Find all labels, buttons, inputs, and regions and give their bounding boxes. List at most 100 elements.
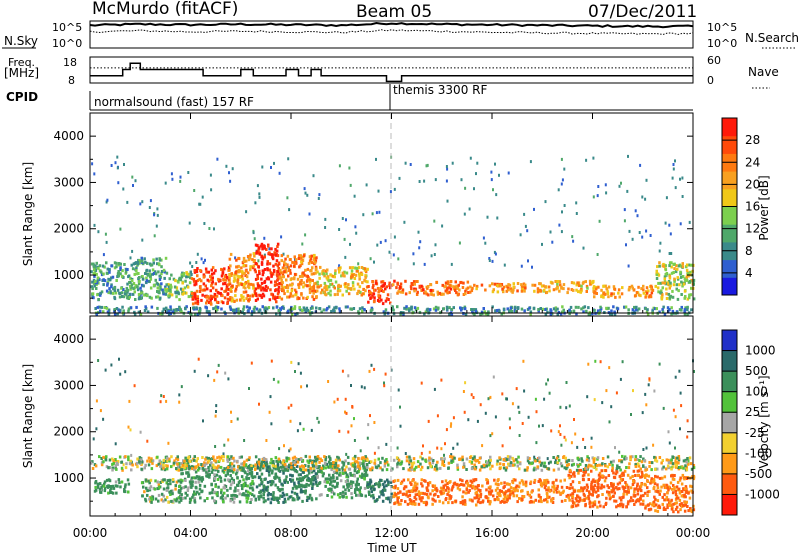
band-cell	[686, 305, 689, 309]
band-cell	[637, 293, 641, 297]
band-cell	[207, 469, 211, 473]
band-cell	[493, 478, 496, 482]
band-cell	[408, 490, 412, 494]
band-cell	[122, 288, 125, 291]
scatter-cell	[268, 410, 271, 414]
band-cell	[127, 274, 131, 278]
band-cell	[656, 509, 660, 513]
band-cell	[227, 266, 231, 270]
band-cell	[676, 277, 680, 281]
band-cell	[113, 289, 116, 293]
band-cell	[680, 280, 683, 284]
band-cell	[551, 481, 555, 485]
scatter-cell	[102, 417, 105, 421]
band-cell	[145, 268, 149, 272]
band-cell	[245, 477, 248, 481]
band-cell	[276, 245, 279, 249]
band-cell	[240, 484, 243, 487]
band-cell	[529, 310, 533, 314]
band-cell	[179, 287, 183, 291]
band-cell	[338, 309, 342, 313]
band-cell	[226, 468, 230, 472]
band-cell	[427, 496, 430, 500]
band-cell	[329, 278, 333, 282]
band-cell	[418, 310, 422, 314]
band-cell	[447, 501, 450, 505]
band-cell	[475, 503, 478, 507]
band-cell	[441, 487, 445, 491]
band-cell	[412, 280, 416, 284]
band-cell	[207, 466, 210, 469]
band-cell	[210, 470, 214, 474]
band-cell	[628, 462, 631, 466]
band-cell	[369, 478, 372, 482]
scatter-cell	[494, 252, 497, 256]
band-cell	[117, 308, 120, 312]
band-cell	[673, 267, 676, 271]
band-cell	[684, 458, 687, 462]
band-cell	[103, 480, 107, 484]
band-cell	[456, 486, 460, 490]
band-cell	[346, 485, 349, 489]
band-cell	[293, 491, 297, 495]
band-cell	[160, 498, 163, 502]
scatter-cell	[645, 229, 648, 233]
band-cell	[192, 465, 195, 469]
band-cell	[359, 290, 362, 294]
band-cell	[652, 306, 655, 310]
band-cell	[446, 282, 450, 286]
scatter-cell	[679, 177, 681, 181]
band-cell	[290, 312, 294, 316]
band-cell	[196, 267, 199, 270]
scatter-cell	[258, 195, 261, 199]
band-cell	[378, 480, 381, 484]
band-cell	[155, 257, 158, 261]
scatter-cell	[592, 195, 595, 199]
band-cell	[478, 468, 482, 472]
band-cell	[470, 467, 474, 471]
band-cell	[520, 283, 523, 287]
band-cell	[297, 257, 301, 260]
band-cell	[349, 307, 352, 311]
band-cell	[111, 466, 114, 470]
band-cell	[132, 287, 135, 291]
band-cell	[328, 285, 331, 289]
band-cell	[500, 489, 503, 493]
band-cell	[449, 280, 453, 283]
band-cell	[435, 486, 438, 490]
band-cell	[220, 307, 223, 311]
scatter-cell	[543, 397, 546, 401]
band-cell	[326, 477, 329, 481]
band-cell	[546, 500, 549, 504]
band-cell	[679, 275, 683, 279]
scatter-cell	[128, 399, 131, 403]
band-cell	[278, 272, 281, 276]
band-cell	[644, 504, 648, 508]
band-cell	[654, 456, 657, 460]
band-cell	[150, 497, 154, 501]
band-cell	[555, 490, 559, 494]
scatter-cell	[399, 405, 401, 409]
scatter-cell	[130, 453, 133, 457]
band-cell	[360, 266, 364, 269]
band-cell	[246, 496, 250, 500]
band-cell	[436, 467, 439, 471]
band-cell	[184, 456, 187, 460]
band-cell	[433, 484, 437, 488]
scatter-cell	[664, 221, 667, 225]
band-cell	[585, 496, 588, 500]
band-cell	[244, 484, 247, 487]
band-cell	[291, 474, 294, 478]
band-cell	[410, 305, 413, 309]
scatter-cell	[678, 369, 681, 373]
band-cell	[270, 461, 274, 465]
band-cell	[277, 290, 280, 294]
band-cell	[675, 264, 678, 268]
band-cell	[266, 267, 269, 271]
band-cell	[385, 285, 388, 289]
band-cell	[309, 479, 312, 483]
band-cell	[555, 478, 558, 482]
scatter-cell	[544, 200, 547, 204]
band-cell	[648, 490, 651, 493]
band-cell	[545, 492, 549, 495]
